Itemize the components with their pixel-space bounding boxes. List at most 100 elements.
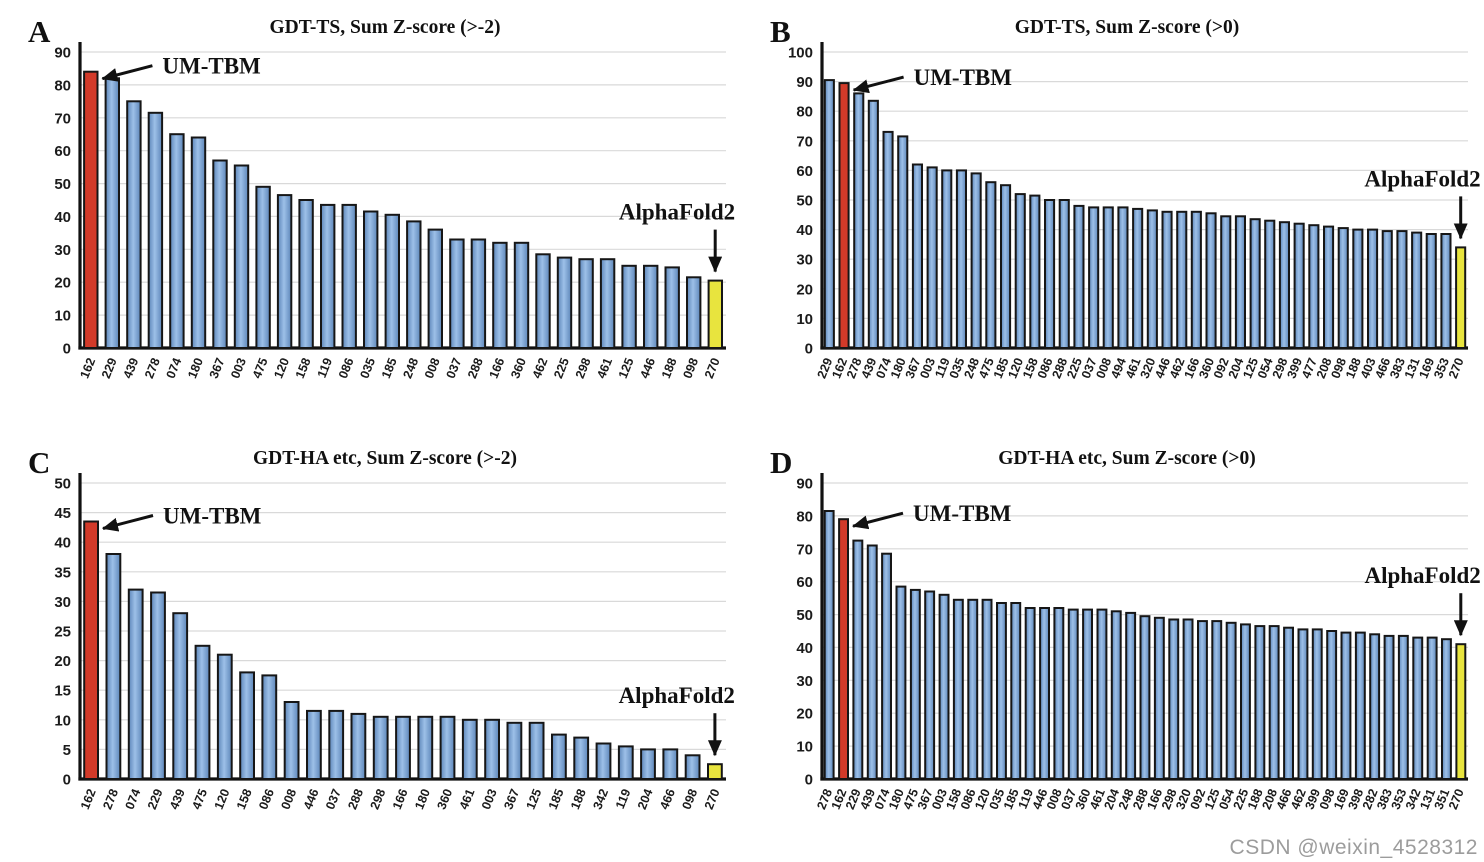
umtbm-label: UM-TBM: [913, 501, 1012, 526]
bar-278: [147, 111, 164, 349]
bar-188: [1352, 228, 1364, 350]
x-tick-label-158: 158: [293, 356, 314, 381]
bar-466: [1283, 626, 1294, 780]
bar-353: [1397, 634, 1409, 780]
bar-162: [83, 520, 99, 780]
x-tick-label-166: 166: [390, 787, 411, 812]
bar-180: [897, 135, 909, 349]
x-tick-label-278: 278: [142, 356, 163, 381]
bar-120: [276, 194, 293, 349]
bar-180: [417, 715, 434, 780]
x-tick-label-035: 035: [357, 356, 378, 381]
bar-288: [1139, 615, 1151, 780]
bar-403: [1367, 228, 1379, 350]
y-tick-label: 20: [54, 653, 71, 670]
bar-162: [838, 82, 850, 349]
bar-037: [328, 709, 345, 780]
chart-A-gdtts-gt-neg2: 0 10 20 30 40 50 60 70 80 90 162 229 439 278 074 180 367…: [28, 14, 735, 381]
bar-477: [1308, 224, 1320, 349]
bar-185: [1000, 184, 1012, 349]
bar-353: [1440, 233, 1452, 349]
bar-074: [881, 552, 893, 780]
x-tick-label-360: 360: [508, 356, 529, 381]
panel-A: 0 10 20 30 40 50 60 70 80 90 162 229 439 278 074 180 367…: [0, 0, 742, 431]
bar-278: [823, 510, 835, 780]
y-tick-label: 30: [796, 673, 813, 690]
bar-494: [1117, 206, 1129, 349]
bar-298: [1278, 221, 1291, 349]
bar-360: [439, 715, 456, 780]
bar-131: [1411, 231, 1423, 350]
bar-208: [1268, 625, 1280, 780]
y-tick-label: 60: [54, 143, 71, 160]
bar-169: [1340, 631, 1352, 780]
bar-035: [955, 169, 967, 349]
bar-367: [911, 163, 923, 349]
bar-446: [643, 264, 659, 349]
bar-098: [1326, 630, 1338, 780]
bar-342: [595, 742, 612, 780]
bar-166: [1190, 210, 1202, 349]
csdn-watermark: CSDN @weixin_4528312: [1229, 836, 1478, 859]
x-tick-label-446: 446: [301, 787, 322, 812]
y-tick-label: 0: [805, 341, 813, 358]
bar-367: [924, 590, 936, 780]
x-tick-label-461: 461: [594, 356, 615, 381]
bar-225: [1073, 204, 1085, 349]
y-tick-label: 50: [54, 476, 71, 493]
y-tick-label: 30: [796, 252, 813, 269]
y-tick-label: 90: [796, 74, 813, 91]
x-tick-label-086: 086: [336, 356, 357, 381]
bar-360: [513, 241, 530, 349]
bar-466: [1381, 230, 1393, 350]
bar-320: [1182, 618, 1194, 780]
bar-054: [1264, 219, 1276, 349]
bar-074: [127, 588, 144, 780]
bar-270: [707, 763, 723, 781]
bar-225: [1240, 623, 1251, 780]
bar-229: [852, 539, 864, 780]
bar-098: [1337, 227, 1349, 350]
x-tick-label-248: 248: [400, 356, 421, 381]
bar-003: [926, 166, 938, 349]
bar-188: [664, 266, 680, 349]
bar-204: [640, 748, 656, 780]
bar-229: [823, 79, 835, 349]
bar-475: [255, 185, 271, 349]
y-tick-label: 100: [788, 45, 813, 62]
bar-466: [662, 748, 679, 780]
y-tick-label: 10: [796, 311, 813, 328]
bar-120: [1014, 193, 1026, 349]
x-tick-label-298: 298: [573, 356, 594, 381]
x-tick-label-439: 439: [121, 356, 142, 381]
bar-360: [1205, 212, 1217, 349]
bar-351: [1441, 638, 1452, 780]
bar-439: [866, 544, 878, 780]
bar-475: [194, 644, 211, 780]
alphafold2-label: AlphaFold2: [619, 200, 735, 225]
x-tick-label-037: 037: [444, 356, 465, 381]
bar-166: [395, 715, 411, 780]
bar-185: [551, 733, 567, 781]
y-tick-label: 30: [54, 594, 71, 611]
x-tick-label-446: 446: [637, 356, 658, 381]
panel-D: 0 10 20 30 40 50 60 70 80 90 278 162 229 439 074 180 475…: [742, 431, 1484, 862]
bar-383: [1383, 634, 1395, 780]
bar-158: [952, 598, 964, 780]
x-tick-label-225: 225: [551, 356, 572, 381]
y-tick-label: 40: [796, 640, 813, 657]
bar-462: [535, 253, 551, 349]
x-tick-label-074: 074: [123, 787, 144, 812]
x-tick-label-180: 180: [185, 356, 206, 381]
umtbm-label: UM-TBM: [914, 65, 1013, 90]
chart-title: GDT-TS, Sum Z-score (>-2): [269, 17, 500, 38]
bar-367: [212, 159, 228, 349]
bar-158: [298, 199, 314, 349]
panel-letter: B: [770, 14, 791, 49]
x-tick-label-229: 229: [145, 787, 166, 812]
bar-360: [1082, 608, 1094, 780]
y-tick-label: 35: [54, 564, 71, 581]
x-tick-label-120: 120: [212, 787, 233, 812]
x-tick-label-166: 166: [487, 356, 508, 381]
